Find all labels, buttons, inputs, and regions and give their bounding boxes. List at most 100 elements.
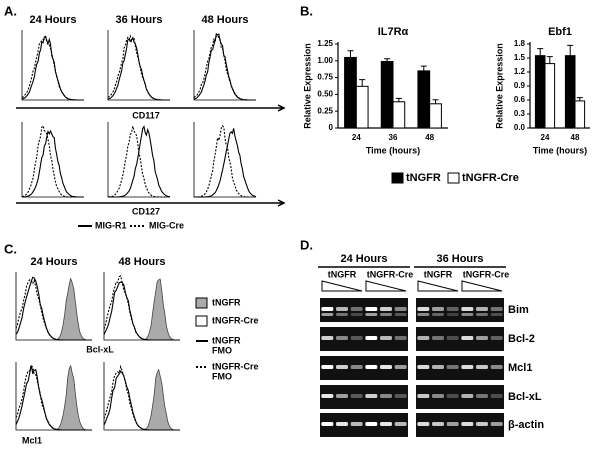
legend-label: tNGFR xyxy=(212,335,241,345)
group-label: tNGFR-Cre xyxy=(463,269,510,279)
gel-band xyxy=(380,307,392,311)
gene-label: β-actin xyxy=(508,419,544,431)
gel-band xyxy=(446,365,459,369)
dilution-triangle xyxy=(417,280,459,292)
gel-band xyxy=(350,422,363,426)
gel-band xyxy=(461,422,474,426)
gene-label: Bcl-xL xyxy=(508,391,542,403)
gel-image xyxy=(320,385,408,409)
column-title: 48 Hours xyxy=(201,14,248,26)
error-bar xyxy=(384,58,391,62)
x-tick-label: 48 xyxy=(571,133,580,142)
gel-band xyxy=(476,394,488,398)
panel-label: A. xyxy=(4,3,17,18)
gel-band xyxy=(336,365,348,369)
chart-title: IL7Rα xyxy=(378,26,409,38)
gel-band xyxy=(380,336,392,340)
y-tick-label: 1.00 xyxy=(317,56,333,65)
timepoint-title: 24 Hours xyxy=(340,253,387,265)
gel-band xyxy=(365,422,378,426)
gel-band xyxy=(476,307,488,311)
error-bar xyxy=(359,79,366,87)
gel-band xyxy=(336,307,348,311)
gel-band xyxy=(394,307,407,311)
y-tick-label: 0.0 xyxy=(514,123,526,132)
bar xyxy=(574,100,586,129)
histogram-curve xyxy=(21,36,84,101)
gel-band xyxy=(321,422,334,426)
gel-band xyxy=(394,313,407,316)
gel-band xyxy=(446,422,459,426)
histogram-curve xyxy=(104,368,180,431)
gel-band xyxy=(350,336,363,340)
gel-band xyxy=(350,313,363,316)
histogram-curve xyxy=(21,35,84,101)
gel-band xyxy=(490,394,503,398)
gel-band xyxy=(394,422,407,426)
histogram-curve xyxy=(103,274,180,341)
gel-band xyxy=(336,422,348,426)
y-tick-label: 0.3 xyxy=(514,109,526,118)
bar xyxy=(344,56,357,129)
gel-image xyxy=(416,356,504,380)
timepoint-title: 36 Hours xyxy=(436,253,483,265)
gel-band xyxy=(476,365,488,369)
gel-band xyxy=(417,394,430,398)
legend-label: MIG-R1 xyxy=(95,220,127,230)
gel-band xyxy=(321,336,334,340)
group-label: tNGFR-Cre xyxy=(367,269,414,279)
error-bar xyxy=(567,44,574,56)
gel-band xyxy=(461,365,474,369)
gel-band xyxy=(446,336,459,340)
histogram-curve xyxy=(194,124,256,198)
gel-band xyxy=(417,365,430,369)
gel-band xyxy=(336,313,348,316)
y-tick-label: 0.25 xyxy=(317,106,333,115)
y-tick-label: 1.5 xyxy=(514,53,526,62)
column-title: 24 Hours xyxy=(29,14,76,26)
column-title: 36 Hours xyxy=(115,14,162,26)
gel-band xyxy=(321,394,334,398)
gel-band xyxy=(432,365,444,369)
gel-image xyxy=(416,413,504,437)
gel-band xyxy=(336,394,348,398)
gel-band xyxy=(432,307,444,311)
legend-label: FMO xyxy=(212,371,232,381)
gel-band xyxy=(490,365,503,369)
error-bar xyxy=(432,99,439,104)
legend-label: tNGFR-Cre xyxy=(212,315,259,325)
gel-image xyxy=(320,356,408,380)
axis-arrow xyxy=(16,104,286,112)
legend-label: tNGFR xyxy=(212,297,241,307)
error-bar xyxy=(537,48,544,56)
gel-band xyxy=(417,336,430,340)
gel-band xyxy=(432,313,444,316)
gel-band xyxy=(446,313,459,316)
legend-label: tNGFR-Cre xyxy=(462,172,519,184)
y-tick-label: 0.75 xyxy=(317,73,333,82)
legend-label: tNGFR xyxy=(406,172,441,184)
x-axis-title: Time (hours) xyxy=(366,145,420,155)
histogram-axes xyxy=(103,272,180,341)
column-title: 48 Hours xyxy=(118,256,165,268)
legend-label: tNGFR-Cre xyxy=(212,361,259,371)
gel-image xyxy=(320,327,408,351)
gel-band xyxy=(350,307,363,311)
dilution-triangle xyxy=(461,280,503,292)
gel-band xyxy=(432,394,444,398)
gel-band xyxy=(365,394,378,398)
gel-band xyxy=(461,313,474,316)
marker-label: Bcl-xL xyxy=(86,344,114,354)
group-label: tNGFR xyxy=(328,269,357,279)
error-bar xyxy=(395,97,402,102)
gel-band xyxy=(350,365,363,369)
gel-band xyxy=(490,422,503,426)
gel-band xyxy=(365,307,378,311)
histogram-curve xyxy=(193,34,256,101)
histogram-axes xyxy=(107,30,170,101)
marker-label: Mcl1 xyxy=(22,435,42,445)
gel-band xyxy=(461,307,474,311)
legend-swatch xyxy=(391,172,404,184)
histogram-curve xyxy=(21,124,84,198)
gel-band xyxy=(476,422,488,426)
